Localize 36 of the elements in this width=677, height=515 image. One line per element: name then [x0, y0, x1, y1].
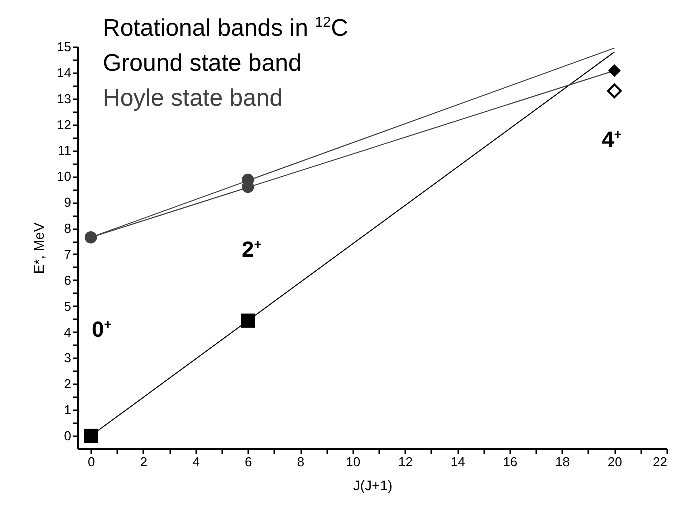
y-tick-label: 7 — [64, 246, 72, 262]
y-tick-label: 14 — [57, 65, 72, 80]
y-tick-label: 0 — [64, 428, 72, 444]
y-tick-label: 3 — [64, 350, 72, 366]
x-tick-label: 20 — [608, 454, 622, 470]
y-tick-label: 10 — [57, 169, 72, 184]
x-tick-label: 18 — [556, 454, 570, 470]
chart-title: Rotational bands in $^{12}$C — [103, 14, 349, 44]
x-tick-label: 6 — [245, 454, 252, 470]
x-tick-label: 14 — [450, 454, 466, 470]
y-tick-label: 15 — [57, 40, 72, 54]
x-tick-label: 8 — [297, 454, 305, 470]
annotation: 4$^{+}$ — [602, 126, 622, 154]
text: Hoyle state band — [103, 84, 284, 114]
y-tick-label: 11 — [58, 143, 72, 158]
x-axis-title: J(J+1) — [353, 478, 393, 494]
annotation: 0$^{+}$ — [92, 316, 112, 344]
y-tick-label: 13 — [57, 91, 72, 106]
x-tick-label: 0 — [88, 454, 96, 470]
y-tick-label: 2 — [64, 376, 72, 392]
text: Ground state band — [103, 49, 303, 79]
x-tick-label: 4 — [192, 454, 200, 470]
y-tick-label: 4 — [64, 324, 72, 340]
y-tick-label: 5 — [64, 298, 72, 314]
x-tick-label: 16 — [503, 454, 518, 470]
annotation: 2$^{+}$ — [242, 236, 262, 264]
x-tick-label: 12 — [398, 454, 413, 470]
y-tick-label: 1 — [64, 402, 72, 418]
y-tick-label: 9 — [64, 195, 72, 210]
x-tick-label: 2 — [140, 454, 148, 470]
y-tick-label: 6 — [64, 272, 72, 288]
y-tick-label: 8 — [64, 221, 72, 236]
y-tick-label: 12 — [57, 117, 72, 132]
y-axis-title: E*, MeV — [31, 222, 48, 274]
x-tick-label: 10 — [346, 454, 361, 470]
x-tick-label: 22 — [653, 454, 668, 470]
